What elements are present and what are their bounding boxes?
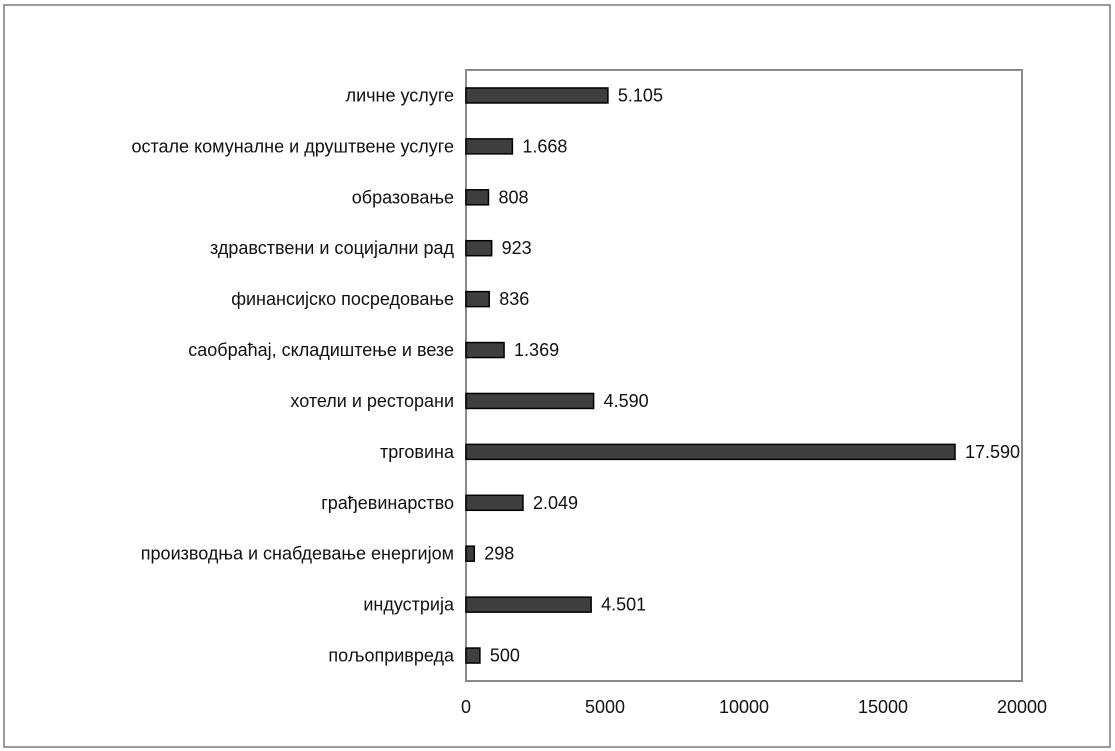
value-label: 836 <box>499 289 529 309</box>
category-label: остале комуналне и друштвене услуге <box>131 136 454 156</box>
x-tick-label: 5000 <box>585 697 625 717</box>
bar <box>465 138 514 155</box>
value-label: 808 <box>498 187 528 207</box>
value-label: 17.590 <box>965 442 1020 462</box>
bar <box>465 239 493 257</box>
category-label: здравствени и социјални рад <box>210 238 455 258</box>
bar <box>465 494 524 512</box>
value-labels: 500 4.501 298 2.049 17.590 4.590 1.369 836 923 80… <box>484 85 1020 665</box>
value-label: 4.590 <box>604 391 649 411</box>
category-label: индустрија <box>363 595 455 615</box>
category-label: пољопривреда <box>328 646 455 666</box>
bar <box>465 443 956 461</box>
category-labels: пољопривреда индустрија производња и снабд… <box>131 85 454 665</box>
bar <box>465 87 609 104</box>
category-label: саобраћај, складиштење и везе <box>188 340 454 360</box>
bar <box>465 189 490 206</box>
category-label: хотели и ресторани <box>290 391 454 411</box>
value-label: 1.668 <box>522 136 567 156</box>
x-tick-label: 20000 <box>997 697 1047 717</box>
category-label: образовање <box>352 187 454 207</box>
x-axis-ticks: 0 5000 10000 15000 20000 <box>461 697 1047 717</box>
category-label: финансијско посредовање <box>231 289 454 309</box>
bar <box>465 290 490 308</box>
bar <box>465 596 592 613</box>
x-tick-label: 15000 <box>858 697 908 717</box>
bars-group <box>465 87 956 664</box>
value-label: 1.369 <box>514 340 559 360</box>
value-label: 4.501 <box>601 595 646 615</box>
category-label: грађевинарство <box>321 493 454 513</box>
value-label: 923 <box>502 238 532 258</box>
x-tick-label: 10000 <box>719 697 769 717</box>
bar <box>465 392 595 410</box>
bar <box>465 545 476 562</box>
category-label: личне услуге <box>346 85 454 105</box>
value-label: 500 <box>490 646 520 666</box>
category-label: производња и снабдевање енергијом <box>141 544 454 564</box>
category-label: трговина <box>380 442 455 462</box>
bar <box>465 341 505 359</box>
value-label: 2.049 <box>533 493 578 513</box>
value-label: 298 <box>484 544 514 564</box>
value-label: 5.105 <box>618 85 663 105</box>
x-tick-label: 0 <box>461 697 471 717</box>
plot-area <box>465 69 1023 682</box>
bar <box>465 647 481 664</box>
